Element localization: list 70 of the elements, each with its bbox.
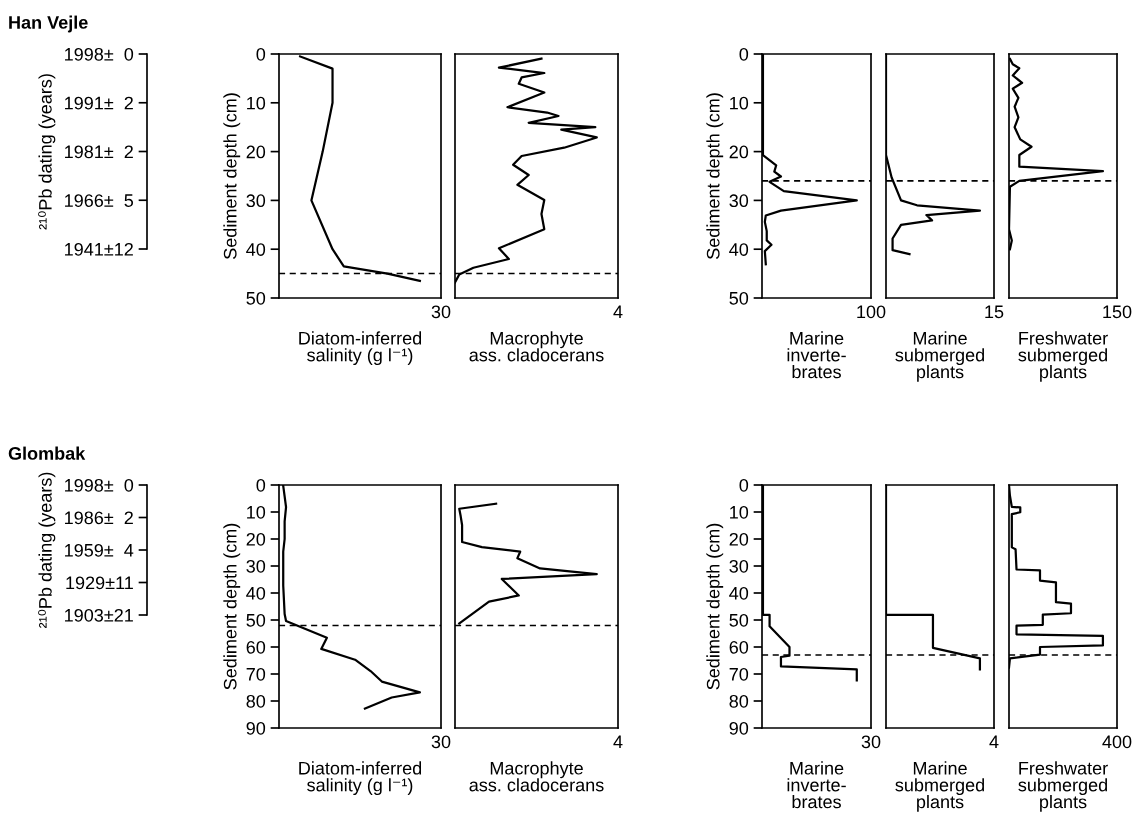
- y-tick-label: 40: [246, 243, 266, 256]
- x-axis-title: Freshwater submerged plants: [1018, 331, 1108, 382]
- y-tick-label: 80: [729, 694, 749, 708]
- category-label: 1998± 0: [65, 478, 134, 492]
- y-tick-label: 50: [246, 613, 266, 627]
- x-axis-title: Freshwater submerged plants: [1018, 761, 1108, 812]
- category-label: 1903±21: [65, 608, 133, 622]
- y-tick-label: 60: [729, 640, 749, 654]
- y-tick-label: 0: [739, 47, 749, 61]
- y-tick-label: 20: [246, 145, 266, 159]
- y-axis-title: Sediment depth (cm): [706, 93, 724, 259]
- text: 400: [1102, 735, 1132, 749]
- x-axis-title: Marine inverte- brates: [787, 761, 846, 809]
- y-tick-label: 90: [246, 721, 266, 735]
- y-tick-label: 0: [739, 478, 749, 492]
- y-tick-label: 30: [246, 194, 266, 208]
- y-tick-label: 20: [729, 145, 749, 159]
- y-tick-label: 40: [729, 586, 749, 600]
- y-tick-label: 50: [729, 613, 749, 627]
- y-axis-title: Sediment depth (cm): [706, 523, 724, 690]
- x-axis-title: Marine inverte- brates: [787, 331, 846, 379]
- y-tick-label: 10: [247, 96, 266, 110]
- y-tick-label: 20: [246, 532, 266, 546]
- y-tick-label: 80: [246, 694, 266, 708]
- x-axis-title: Marine submerged plants: [895, 331, 985, 382]
- text: 4: [613, 735, 623, 749]
- y-tick-label: 10: [247, 505, 266, 519]
- y-tick-label: 70: [729, 667, 749, 681]
- y-tick-label: 20: [729, 532, 749, 546]
- category-label: 1929±11: [66, 576, 133, 590]
- y-tick-label: 30: [729, 559, 749, 573]
- y-tick-label: 0: [256, 47, 266, 61]
- x-axis-title: Macrophyte ass. cladocerans: [469, 761, 604, 792]
- x-axis-title: Marine submerged plants: [895, 761, 985, 812]
- y-axis-title: Sediment depth (cm): [223, 523, 241, 690]
- y-tick-label: 30: [246, 559, 266, 573]
- y-tick-label: 90: [729, 721, 749, 735]
- category-label: 1986± 2: [65, 511, 133, 525]
- text: 30: [431, 735, 451, 749]
- y-axis-title: Sediment depth (cm): [223, 93, 241, 259]
- category-label: 1981± 2: [65, 145, 133, 159]
- text: 100: [857, 305, 886, 319]
- y-tick-label: 30: [729, 194, 749, 208]
- text: Glombak: [8, 446, 86, 460]
- category-label: 1991± 2: [65, 96, 133, 110]
- text: 30: [861, 735, 881, 749]
- y-tick-label: 70: [246, 667, 266, 681]
- text: ²¹⁰Pb dating (years): [38, 472, 56, 629]
- y-tick-label: 0: [256, 478, 266, 492]
- x-axis-title: Diatom-inferred salinity (g l⁻¹): [299, 761, 422, 795]
- text: Han Vejle: [9, 15, 88, 33]
- text: 15: [985, 305, 1004, 319]
- text: 4: [613, 305, 623, 319]
- y-tick-label: 60: [246, 640, 266, 654]
- category-label: 1941±12: [65, 242, 133, 256]
- category-label: 1998± 0: [65, 47, 134, 61]
- y-tick-label: 40: [729, 243, 749, 256]
- y-tick-label: 50: [729, 291, 749, 305]
- text: 30: [431, 305, 451, 319]
- y-tick-label: 40: [246, 586, 266, 600]
- x-axis-title: Diatom-inferred salinity (g l⁻¹): [299, 331, 422, 365]
- text: 4: [989, 735, 999, 749]
- x-axis-title: Macrophyte ass. cladocerans: [469, 331, 604, 362]
- category-label: 1966± 5: [65, 194, 134, 207]
- category-label: 1959± 4: [65, 543, 134, 557]
- y-tick-label: 10: [730, 96, 749, 110]
- text: ²¹⁰Pb dating (years): [38, 74, 56, 230]
- y-tick-label: 50: [246, 291, 266, 305]
- text: 150: [1103, 305, 1132, 319]
- y-tick-label: 10: [730, 505, 749, 519]
